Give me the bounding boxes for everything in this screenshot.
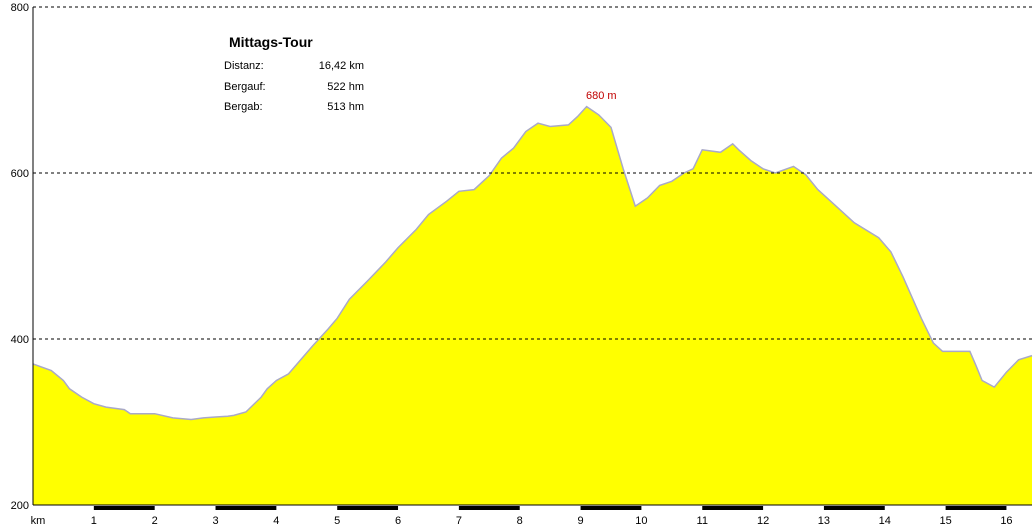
x-tick-label-9: 9	[578, 515, 584, 527]
km-segment-13	[823, 506, 885, 510]
x-tick-label-13: 13	[818, 515, 830, 527]
km-segment-11	[702, 506, 764, 510]
x-tick-label-5: 5	[334, 515, 340, 527]
ascent-label: Bergauf:	[224, 81, 266, 93]
x-tick-label-15: 15	[939, 515, 951, 527]
x-tick-label-7: 7	[456, 515, 462, 527]
x-tick-label-6: 6	[395, 515, 401, 527]
x-axis-label: km	[31, 515, 46, 527]
x-tick-label-16: 16	[1000, 515, 1012, 527]
y-tick-label-400: 400	[11, 334, 29, 346]
info-row-ascent: Bergauf: 522 hm	[224, 81, 364, 97]
y-tick-label-200: 200	[11, 500, 29, 512]
x-tick-label-10: 10	[635, 515, 647, 527]
x-tick-label-14: 14	[879, 515, 891, 527]
distance-value: 16,42 km	[318, 60, 364, 72]
km-segment-1	[93, 506, 155, 510]
km-segment-9	[580, 506, 642, 510]
ascent-value: 522 hm	[327, 81, 364, 93]
tour-title: Mittags-Tour	[229, 34, 313, 50]
descent-label: Bergab:	[224, 101, 263, 113]
km-segment-15	[945, 506, 1007, 510]
descent-value: 513 hm	[327, 101, 364, 113]
info-row-descent: Bergab: 513 hm	[224, 101, 364, 117]
y-tick-label-800: 800	[11, 2, 29, 14]
x-tick-label-2: 2	[152, 515, 158, 527]
axis-layer	[32, 7, 1032, 510]
x-tick-label-3: 3	[212, 515, 218, 527]
area-layer	[32, 105, 1033, 505]
x-tick-label-8: 8	[517, 515, 523, 527]
distance-label: Distanz:	[224, 60, 264, 72]
x-tick-label-12: 12	[757, 515, 769, 527]
grid-layer	[33, 6, 1032, 340]
elevation-line	[32, 105, 1033, 421]
x-tick-label-4: 4	[273, 515, 279, 527]
km-segment-5	[337, 506, 399, 510]
x-tick-label-11: 11	[697, 515, 708, 527]
peak-elevation-label: 680 m	[586, 90, 617, 102]
x-tick-label-1: 1	[91, 515, 97, 527]
km-segment-3	[215, 506, 277, 510]
km-segment-7	[458, 506, 520, 510]
elevation-area	[33, 106, 1032, 505]
y-tick-label-600: 600	[11, 168, 29, 180]
info-row-distance: Distanz: 16,42 km	[224, 60, 364, 76]
